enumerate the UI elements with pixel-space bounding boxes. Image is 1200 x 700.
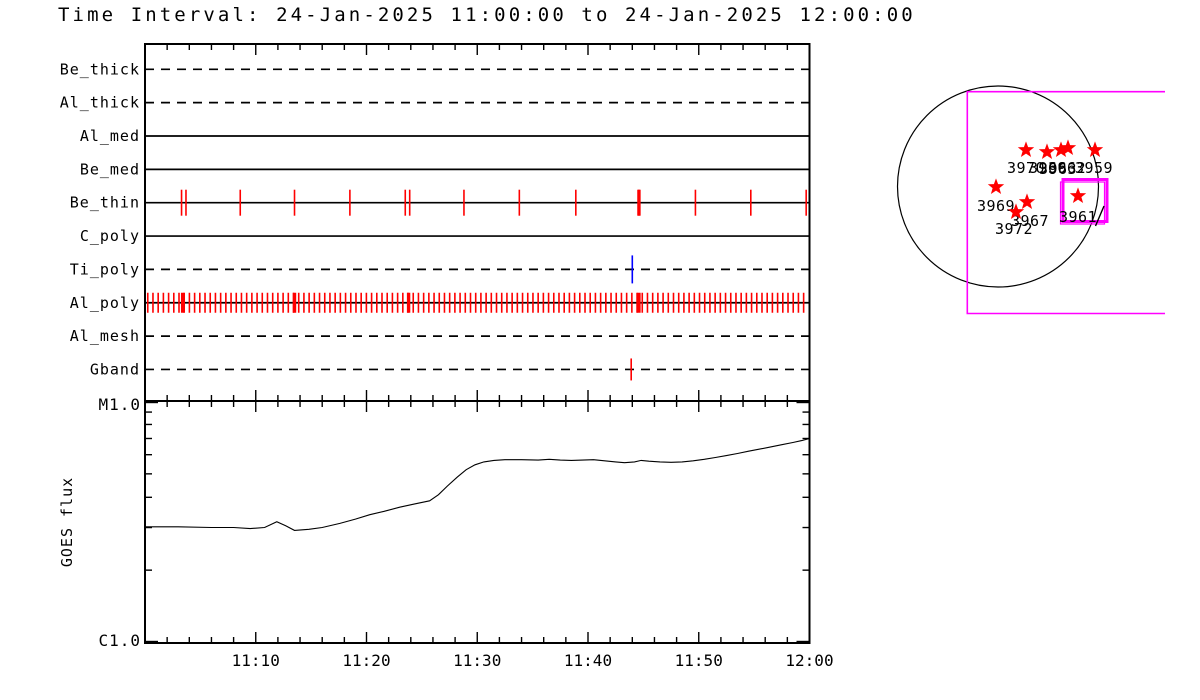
row-label-Al_mesh: Al_mesh [70,327,140,345]
x-tick-label-11:10: 11:10 [232,651,280,670]
x-tick-label-11:30: 11:30 [453,651,501,670]
x-tick-label-12:00: 12:00 [785,651,833,670]
x-tick-label-11:50: 11:50 [675,651,723,670]
row-label-Ti_poly: Ti_poly [70,260,140,278]
timeline-panel-frame [144,43,811,402]
row-label-Be_thick: Be_thick [60,60,140,78]
ar-star-3959 [1086,141,1104,157]
y-axis-bottom-label: C1.0 [98,631,141,650]
ar-label-3966: 3966 [1029,159,1067,177]
row-label-Be_thin: Be_thin [70,194,140,212]
ar-label-3961: 3961 [1059,208,1097,226]
large-fov-rect [966,90,1165,315]
x-tick-label-11:40: 11:40 [564,651,612,670]
row-label-Al_med: Al_med [80,127,140,145]
row-label-Be_med: Be_med [80,160,140,178]
y-axis-top-label: M1.0 [98,395,141,414]
y-axis-title: GOES flux [58,477,76,567]
row-label-C_poly: C_poly [80,227,140,245]
row-label-Gband: Gband [90,360,140,378]
ar-star-3967 [1018,193,1036,209]
goes-flux-curve [145,437,810,531]
xrt-fov-box-thick [1061,178,1109,223]
ar-star-3961 [1069,187,1087,203]
page-title: Time Interval: 24-Jan-2025 11:00:00 to 2… [58,4,916,26]
row-label-Al_poly: Al_poly [70,294,140,312]
xrt-fov-box-thin [1059,181,1106,225]
ar-star-3969 [987,178,1005,194]
ar-label-3970: 3970 [1007,159,1045,177]
ar-label-3963: 3963 [1039,160,1077,178]
sun-disk [896,85,1100,288]
ar-star-3972 [1007,203,1025,219]
ar-star-3962 [1059,139,1077,155]
ar-star-3970 [1017,141,1035,157]
ar-label-3972: 3972 [995,220,1033,238]
pointer-slash [1094,205,1105,227]
ar-star-3963 [1052,141,1070,157]
goes-panel-frame [144,400,811,644]
ar-label-3962: 3962 [1048,159,1086,177]
row-label-Al_thick: Al_thick [60,94,140,112]
x-tick-label-11:20: 11:20 [342,651,390,670]
ar-label-3969: 3969 [977,197,1015,215]
ar-star-3966 [1038,143,1056,159]
ar-label-3959: 3959 [1075,159,1113,177]
